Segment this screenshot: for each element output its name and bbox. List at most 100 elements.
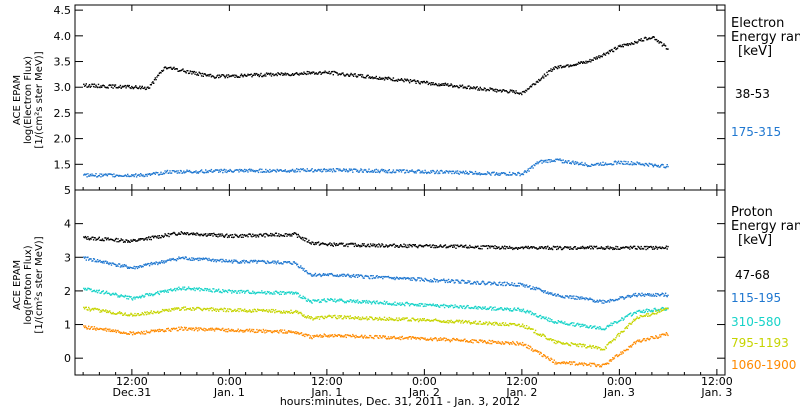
proton-data-point bbox=[508, 283, 510, 285]
proton-data-point bbox=[128, 295, 130, 298]
proton-data-point bbox=[86, 256, 88, 259]
proton-data-point bbox=[534, 313, 537, 315]
proton-data-point bbox=[486, 324, 489, 326]
proton-data-point bbox=[444, 304, 447, 306]
proton-data-point bbox=[634, 311, 636, 314]
proton-data-point bbox=[187, 286, 190, 288]
proton-data-point bbox=[569, 295, 572, 297]
proton-data-point bbox=[261, 292, 264, 294]
proton-data-point bbox=[145, 330, 148, 332]
proton-data-point bbox=[252, 292, 255, 294]
proton-data-point bbox=[84, 287, 87, 290]
proton-data-point bbox=[480, 323, 482, 325]
proton-data-point bbox=[620, 319, 622, 321]
electron-y-tick-label: 3.0 bbox=[54, 81, 72, 94]
proton-data-point bbox=[514, 285, 516, 287]
proton-data-point bbox=[439, 280, 442, 282]
electron-data-point bbox=[489, 173, 491, 175]
electron-data-point bbox=[284, 72, 286, 74]
electron-data-point bbox=[256, 170, 258, 172]
proton-data-point bbox=[139, 265, 141, 267]
proton-data-point bbox=[249, 260, 252, 262]
proton-data-point bbox=[619, 319, 621, 322]
electron-data-point bbox=[541, 76, 543, 79]
proton-data-point bbox=[163, 310, 165, 312]
proton-data-point bbox=[651, 246, 653, 249]
proton-data-point bbox=[434, 337, 436, 339]
electron-data-point bbox=[343, 75, 346, 77]
proton-data-point bbox=[627, 325, 629, 327]
proton-data-point bbox=[647, 293, 649, 295]
proton-data-point bbox=[332, 300, 334, 302]
electron-data-point bbox=[387, 172, 389, 174]
proton-data-point bbox=[426, 338, 429, 340]
electron-data-point bbox=[486, 173, 488, 175]
proton-data-point bbox=[139, 332, 141, 334]
proton-data-point bbox=[426, 279, 429, 282]
proton-data-point bbox=[420, 302, 422, 305]
proton-data-point bbox=[401, 318, 403, 321]
proton-data-point bbox=[265, 309, 268, 311]
proton-data-point bbox=[291, 233, 294, 235]
proton-data-point bbox=[417, 318, 419, 320]
electron-data-point bbox=[627, 161, 629, 163]
proton-data-point bbox=[595, 346, 598, 348]
proton-data-point bbox=[517, 248, 519, 250]
electron-data-point bbox=[552, 160, 555, 162]
proton-data-point bbox=[93, 289, 96, 292]
proton-data-point bbox=[451, 244, 453, 247]
proton-data-point bbox=[635, 312, 637, 314]
electron-data-point bbox=[649, 38, 651, 40]
proton-data-point bbox=[288, 311, 291, 313]
proton-data-point bbox=[174, 290, 177, 292]
proton-data-point bbox=[442, 305, 444, 307]
proton-data-point bbox=[170, 289, 173, 292]
electron-data-point bbox=[102, 174, 104, 177]
proton-data-point bbox=[580, 298, 582, 300]
proton-data-point bbox=[547, 358, 550, 360]
proton-data-point bbox=[148, 331, 150, 333]
proton-data-point bbox=[142, 333, 144, 335]
proton-data-point bbox=[127, 298, 130, 300]
proton-data-point bbox=[522, 326, 525, 328]
proton-data-point bbox=[430, 339, 433, 341]
proton-data-point bbox=[350, 299, 352, 301]
proton-data-point bbox=[360, 302, 362, 304]
proton-data-point bbox=[608, 301, 611, 303]
proton-data-point bbox=[144, 293, 147, 295]
proton-data-point bbox=[507, 283, 509, 285]
electron-data-point bbox=[326, 72, 329, 74]
electron-data-point bbox=[564, 66, 566, 68]
proton-data-point bbox=[450, 339, 452, 341]
proton-data-point bbox=[356, 317, 358, 319]
proton-data-point bbox=[650, 314, 652, 316]
proton-data-point bbox=[531, 288, 533, 290]
electron-data-point bbox=[140, 173, 142, 175]
proton-data-point bbox=[465, 340, 467, 343]
proton-data-point bbox=[242, 309, 244, 311]
electron-data-point bbox=[408, 171, 410, 174]
electron-data-point bbox=[473, 87, 476, 89]
proton-data-point bbox=[352, 300, 354, 302]
proton-data-point bbox=[213, 291, 216, 293]
proton-data-point bbox=[86, 328, 88, 330]
electron-data-point bbox=[362, 171, 364, 173]
electron-data-point bbox=[451, 84, 453, 86]
electron-data-point bbox=[439, 172, 441, 175]
proton-data-point bbox=[170, 233, 172, 236]
proton-data-point bbox=[174, 307, 176, 309]
electron-data-point bbox=[243, 74, 245, 77]
electron-data-point bbox=[513, 173, 516, 175]
proton-data-point bbox=[622, 246, 624, 248]
proton-data-point bbox=[249, 310, 252, 312]
electron-data-point bbox=[608, 163, 611, 165]
electron-data-point bbox=[396, 80, 399, 82]
proton-data-point bbox=[285, 293, 287, 295]
electron-data-point bbox=[414, 80, 416, 83]
electron-data-point bbox=[545, 161, 547, 163]
proton-data-point bbox=[370, 316, 373, 318]
proton-data-point bbox=[176, 234, 178, 236]
proton-data-point bbox=[228, 259, 230, 262]
proton-data-point bbox=[320, 301, 322, 303]
proton-data-point bbox=[192, 288, 194, 290]
